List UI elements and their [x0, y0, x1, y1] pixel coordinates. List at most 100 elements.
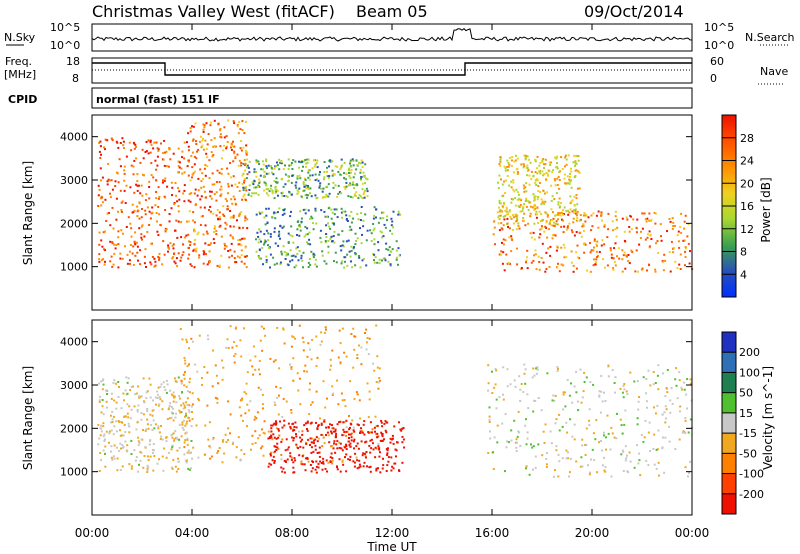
data-point	[556, 246, 559, 249]
data-point	[610, 475, 613, 478]
data-point	[546, 215, 549, 218]
data-point	[554, 214, 557, 217]
data-point	[544, 163, 547, 166]
data-point	[267, 239, 270, 242]
data-point	[220, 254, 223, 257]
data-point	[267, 194, 270, 197]
data-point	[502, 215, 505, 218]
data-point	[108, 430, 111, 433]
data-point	[191, 403, 194, 406]
data-point	[123, 189, 126, 192]
data-point	[137, 470, 140, 473]
data-point	[126, 381, 129, 384]
data-point	[207, 243, 210, 246]
data-point	[356, 164, 359, 166]
data-point	[558, 429, 561, 432]
data-point	[188, 468, 191, 471]
data-point	[629, 460, 632, 463]
data-point	[218, 211, 221, 214]
data-point	[390, 469, 393, 472]
data-point	[124, 431, 127, 433]
data-point	[155, 179, 158, 182]
data-point	[289, 234, 292, 237]
data-point	[246, 151, 249, 154]
data-point	[227, 185, 230, 188]
data-point	[541, 160, 544, 163]
data-point	[499, 160, 502, 163]
data-point	[535, 183, 538, 186]
data-point	[568, 394, 571, 397]
data-point	[222, 366, 225, 369]
data-point	[148, 180, 151, 183]
data-point	[516, 263, 519, 266]
data-point	[177, 165, 180, 167]
data-point	[115, 218, 118, 221]
data-point	[274, 242, 277, 245]
data-point	[206, 334, 209, 337]
data-point	[153, 455, 156, 457]
data-point	[273, 461, 276, 464]
data-point	[669, 399, 672, 402]
data-point	[158, 396, 161, 398]
data-point	[645, 392, 647, 395]
data-point	[385, 242, 388, 245]
data-point	[252, 373, 255, 376]
data-point	[98, 253, 101, 256]
data-point	[310, 250, 313, 253]
data-point	[588, 408, 591, 411]
data-point	[258, 163, 261, 165]
data-point	[129, 389, 132, 392]
data-point	[680, 212, 683, 215]
data-point	[194, 238, 197, 241]
nsearch-tick-bottom: 10^0	[704, 39, 734, 52]
data-point	[223, 215, 226, 217]
data-point	[353, 335, 356, 338]
data-point	[500, 250, 503, 253]
data-point	[170, 181, 173, 184]
data-point	[136, 241, 138, 244]
data-point	[177, 205, 180, 207]
data-point	[341, 210, 344, 213]
data-point	[246, 158, 249, 161]
data-point	[376, 424, 379, 427]
data-point	[640, 268, 643, 271]
data-point	[378, 258, 381, 261]
data-point	[262, 168, 264, 171]
data-point	[284, 173, 287, 176]
data-point	[358, 466, 361, 469]
data-point	[353, 193, 356, 196]
data-point	[251, 181, 254, 184]
data-point	[285, 252, 288, 255]
data-point	[189, 179, 192, 182]
data-point	[379, 217, 382, 220]
data-point	[270, 424, 273, 427]
data-point	[268, 190, 271, 193]
data-point	[551, 195, 554, 198]
data-point	[323, 419, 326, 421]
data-point	[553, 233, 556, 236]
data-point	[534, 198, 536, 201]
data-point	[227, 439, 229, 441]
data-point	[304, 159, 307, 161]
cpid-text: normal (fast) 151 IF	[96, 93, 220, 106]
data-point	[209, 190, 211, 193]
data-point	[135, 428, 138, 431]
data-point	[159, 386, 162, 388]
data-point	[236, 153, 239, 156]
data-point	[684, 419, 687, 422]
data-point	[645, 459, 648, 462]
data-point	[564, 154, 567, 157]
data-point	[282, 185, 285, 188]
data-point	[508, 184, 511, 187]
data-point	[112, 227, 115, 230]
data-point	[246, 425, 248, 428]
data-point	[390, 456, 393, 459]
data-point	[193, 266, 196, 269]
data-point	[514, 213, 517, 216]
data-point	[231, 442, 234, 445]
data-point	[174, 377, 176, 380]
data-point	[221, 461, 224, 464]
data-point	[99, 145, 102, 148]
data-point	[546, 172, 549, 175]
data-point	[658, 474, 660, 477]
